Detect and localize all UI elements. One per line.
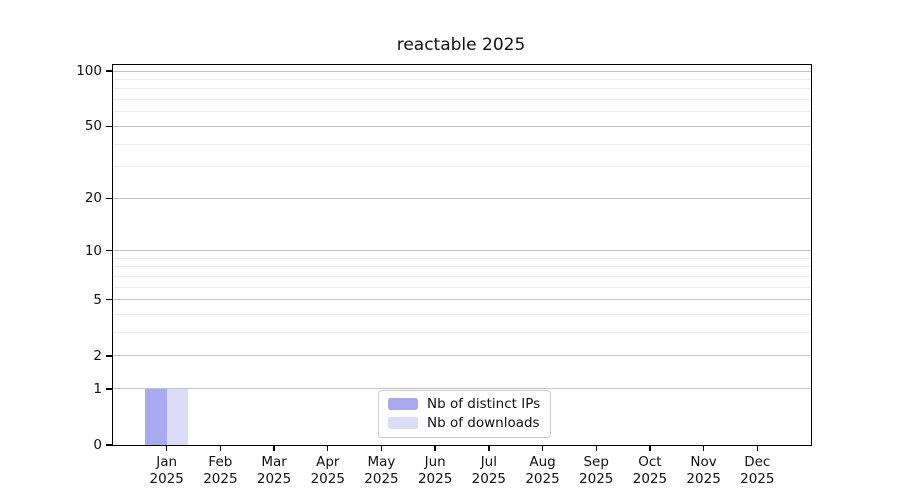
x-tick-label: May 2025 <box>346 454 416 488</box>
y-tick-label: 10 <box>84 242 102 259</box>
legend-label-distinct-ips: Nb of distinct IPs <box>427 396 541 412</box>
legend-swatch-downloads <box>388 417 418 429</box>
x-tick-month: Nov <box>690 454 717 470</box>
x-tick-label: Jun 2025 <box>400 454 470 488</box>
x-tick-label: Oct 2025 <box>615 454 685 488</box>
x-tick-label: Jul 2025 <box>454 454 524 488</box>
bar-nb-of-distinct-ips-jan <box>145 388 167 445</box>
x-tick-month: Jan <box>156 454 178 470</box>
x-tick-mark <box>649 445 651 451</box>
y-tick-label: 100 <box>76 63 102 79</box>
x-tick-label: Apr 2025 <box>293 454 363 488</box>
x-tick-month: Oct <box>638 454 662 470</box>
x-tick-mark <box>595 445 597 451</box>
x-tick-year: 2025 <box>632 471 668 487</box>
y-tick-mark <box>105 444 112 446</box>
x-tick-year: 2025 <box>740 471 775 487</box>
gridline-major <box>113 250 811 252</box>
x-tick-month: Mar <box>261 454 287 470</box>
plot-area: Nb of distinct IPs Nb of downloads 0 1 2 5 1… <box>76 63 812 487</box>
x-tick-label: Aug 2025 <box>508 454 578 488</box>
gridline-major <box>113 299 811 301</box>
x-tick-mark <box>488 445 490 451</box>
x-tick-mark <box>327 445 329 451</box>
x-tick-label: Feb 2025 <box>185 454 255 488</box>
gridline-minor <box>113 266 811 268</box>
y-tick-mark <box>105 299 112 301</box>
gridline-major <box>113 197 811 199</box>
y-tick-label: 20 <box>84 190 102 207</box>
x-tick-month: Apr <box>316 454 340 470</box>
y-tick-mark <box>105 388 112 390</box>
legend: Nb of distinct IPs Nb of downloads <box>378 390 552 438</box>
x-tick-mark <box>702 445 705 451</box>
y-tick-label: 2 <box>93 347 102 364</box>
x-tick-month: Jun <box>424 454 446 470</box>
x-tick-label: Sep 2025 <box>561 454 631 488</box>
x-tick-mark <box>380 445 383 451</box>
gridline-minor <box>113 99 811 101</box>
y-tick-mark <box>105 355 112 357</box>
legend-item-downloads: Nb of downloads <box>388 415 540 431</box>
gridline-minor <box>113 275 811 277</box>
legend-item-distinct-ips: Nb of distinct IPs <box>388 396 540 412</box>
gridline-major <box>113 388 811 390</box>
gridline-minor <box>113 257 811 259</box>
x-tick-year: 2025 <box>310 471 345 487</box>
x-tick-year: 2025 <box>525 471 560 487</box>
y-tick-mark <box>105 70 112 72</box>
x-tick-year: 2025 <box>364 471 399 487</box>
x-tick-year: 2025 <box>256 471 292 487</box>
x-tick-label: Jan 2025 <box>132 454 202 488</box>
x-tick-mark <box>541 445 544 451</box>
x-tick-month: May <box>367 454 396 470</box>
x-tick-year: 2025 <box>471 471 507 487</box>
x-tick-year: 2025 <box>149 471 184 487</box>
x-tick-label: Mar 2025 <box>239 454 309 488</box>
x-tick-month: Jul <box>480 454 497 470</box>
x-tick-year: 2025 <box>417 471 453 487</box>
gridline-major <box>113 355 811 357</box>
x-tick-year: 2025 <box>686 471 721 487</box>
x-tick-mark <box>756 445 758 451</box>
legend-label-downloads: Nb of downloads <box>427 415 540 431</box>
x-tick-mark <box>219 445 222 451</box>
x-tick-month: Dec <box>744 454 771 470</box>
gridline-minor <box>113 166 811 168</box>
x-tick-mark <box>165 445 168 451</box>
x-tick-label: Nov 2025 <box>669 454 739 488</box>
x-tick-year: 2025 <box>203 471 238 487</box>
y-tick-mark <box>105 249 112 252</box>
gridline-minor <box>113 78 811 80</box>
gridline-minor <box>113 314 811 316</box>
legend-swatch-distinct-ips <box>388 398 418 410</box>
y-tick-mark <box>105 197 112 199</box>
gridline-minor <box>113 332 811 334</box>
y-tick-label: 5 <box>93 291 102 308</box>
gridline-minor <box>113 88 811 90</box>
x-tick-mark <box>434 445 436 451</box>
x-tick-month: Feb <box>208 454 233 470</box>
gridline-minor <box>113 111 811 113</box>
gridline-minor <box>113 143 811 145</box>
x-tick-month: Sep <box>583 454 609 470</box>
x-tick-year: 2025 <box>579 471 614 487</box>
chart-title: reactable 2025 <box>396 35 526 55</box>
y-tick-label: 0 <box>93 437 102 453</box>
x-tick-label: Dec 2025 <box>722 454 792 488</box>
gridline-major <box>113 70 811 72</box>
x-tick-mark <box>273 445 275 451</box>
gridline-major <box>113 125 811 127</box>
gridline-minor <box>113 286 811 288</box>
y-tick-label: 1 <box>93 380 102 397</box>
y-tick-label: 50 <box>84 118 102 135</box>
y-tick-mark <box>105 125 112 128</box>
x-tick-month: Aug <box>529 454 556 470</box>
bar-nb-of-downloads-jan <box>166 388 189 445</box>
